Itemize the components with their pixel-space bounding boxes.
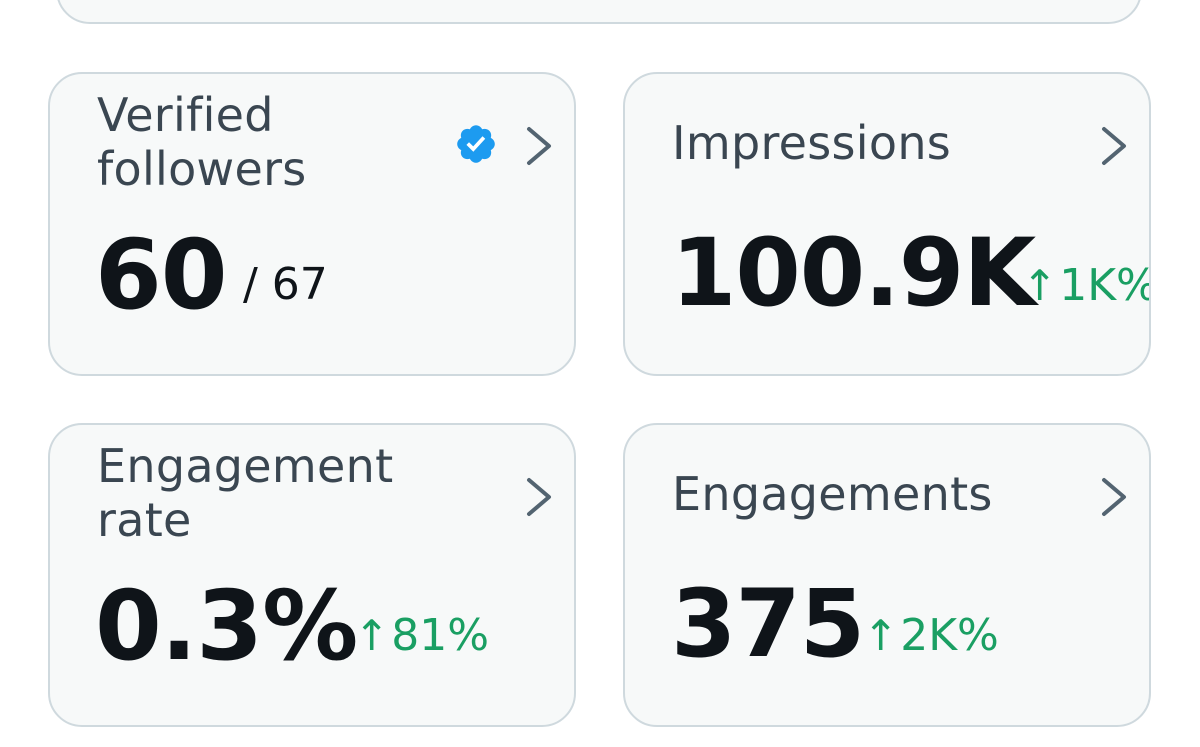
chevron-right-icon xyxy=(1102,478,1126,516)
verified-followers-label: Verified followers xyxy=(97,88,307,196)
verified-followers-total: / 67 xyxy=(243,259,328,310)
verified-badge-icon xyxy=(457,125,495,163)
engagement-rate-card[interactable]: Engagement rate 0.3% ↑81% xyxy=(48,423,576,727)
engagements-delta: ↑2K% xyxy=(863,609,999,663)
engagements-delta-value: 2K% xyxy=(900,610,999,661)
impressions-card[interactable]: Impressions 100.9K ↑1K% xyxy=(623,72,1151,376)
impressions-label: Impressions xyxy=(672,116,952,170)
impressions-delta: ↑1K% xyxy=(1022,259,1151,313)
chevron-right-icon xyxy=(527,478,551,516)
engagement-rate-value: 0.3% xyxy=(95,570,358,682)
engagements-label: Engagements xyxy=(672,467,993,521)
impressions-value: 100.9K xyxy=(671,219,1036,328)
arrow-up-icon: ↑ xyxy=(863,611,899,660)
chevron-right-icon xyxy=(527,127,551,165)
chevron-right-icon xyxy=(1102,127,1126,165)
verified-followers-value: 60 xyxy=(95,219,228,331)
verified-followers-card[interactable]: Verified followers 60 / 67 xyxy=(48,72,576,376)
engagement-rate-delta-value: 81% xyxy=(391,610,489,661)
arrow-up-icon: ↑ xyxy=(354,611,390,660)
previous-metric-card[interactable] xyxy=(56,0,1142,24)
engagement-rate-delta: ↑81% xyxy=(354,609,489,663)
impressions-delta-value: 1K% xyxy=(1059,260,1151,311)
engagements-value: 375 xyxy=(671,570,865,679)
engagement-rate-label: Engagement rate xyxy=(97,439,394,547)
engagements-card[interactable]: Engagements 375 ↑2K% xyxy=(623,423,1151,727)
arrow-up-icon: ↑ xyxy=(1022,261,1058,310)
